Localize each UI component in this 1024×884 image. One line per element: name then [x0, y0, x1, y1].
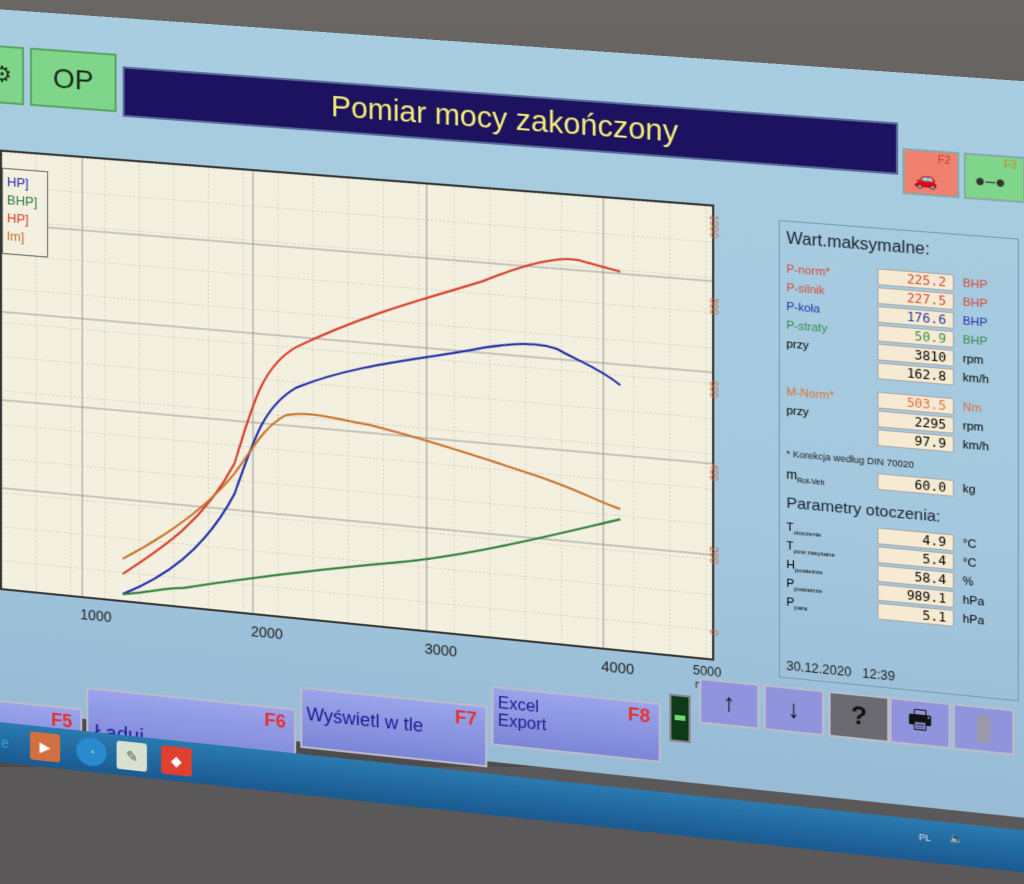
- x-tick: 1000: [80, 605, 112, 626]
- label: Ppara: [786, 596, 807, 613]
- unit: hPa: [962, 612, 985, 628]
- sym: T: [786, 521, 794, 535]
- value-rot-mass[interactable]: 60.0: [877, 473, 954, 497]
- f3-key-label: F3: [1003, 159, 1017, 173]
- unit: BHP: [962, 296, 988, 311]
- f7-key-label: F7: [454, 706, 477, 730]
- y-tick: 800: [706, 297, 719, 316]
- monitor-screen: ⚙ OP Pomiar mocy zakończony F2 🚗 F3 ●‒●: [0, 8, 1024, 884]
- unit: hPa: [962, 594, 985, 609]
- car-dyno-icon: 🚗: [913, 167, 938, 191]
- unit: rpm: [962, 352, 984, 368]
- f8-label: Excel Export: [498, 695, 547, 735]
- status-led: [669, 693, 691, 744]
- sub: para: [794, 605, 808, 613]
- print-button[interactable]: 🖶: [889, 696, 951, 750]
- results-panel: Wart.maksymalne: P-norm* 225.2 BHP P-sil…: [778, 219, 1019, 702]
- y-tick: 200: [706, 546, 719, 565]
- engine-button[interactable]: ⚙: [0, 44, 24, 106]
- unit: %: [962, 575, 974, 589]
- label: Hpowietrze: [786, 559, 822, 577]
- legend-item-torque: lm]: [6, 228, 25, 245]
- measurement-datetime: 30.12.2020 12:39: [786, 658, 895, 684]
- label: Totoczenie: [786, 521, 821, 539]
- unit: BHP: [962, 315, 988, 330]
- language-indicator[interactable]: PL: [918, 831, 931, 844]
- label: P-norm*: [786, 263, 830, 280]
- label: przy: [786, 338, 809, 353]
- unit: °C: [962, 556, 977, 571]
- page-title-bar: Pomiar mocy zakończony: [122, 66, 899, 175]
- f2-dyno-button[interactable]: F2 🚗: [902, 147, 960, 199]
- y-tick: 600: [706, 380, 719, 399]
- arrow-up-icon: ↑: [722, 688, 736, 718]
- f8-key-label: F8: [627, 703, 651, 727]
- unit: km/h: [962, 371, 989, 387]
- chart-legend: HP] BHP] HP] lm]: [1, 167, 49, 258]
- label: mRot-Veh: [786, 467, 824, 487]
- label: M-Norm*: [786, 385, 834, 403]
- x-tick: 3000: [424, 640, 458, 660]
- dyno-app-taskbar-icon[interactable]: ✎: [116, 740, 147, 772]
- engine-icon: ⚙: [0, 60, 12, 88]
- op-button-label: OP: [52, 62, 94, 97]
- label: P-straty: [786, 319, 828, 336]
- edge-icon[interactable]: ◔: [76, 736, 107, 768]
- x-tick: 4000: [601, 657, 635, 678]
- op-button[interactable]: OP: [30, 47, 117, 113]
- exit-button[interactable]: [952, 703, 1015, 756]
- f2-key-label: F2: [937, 154, 951, 168]
- dyno-app-window: ⚙ OP Pomiar mocy zakończony F2 🚗 F3 ●‒●: [0, 8, 1024, 874]
- unit: BHP: [962, 333, 988, 349]
- unit: rpm: [962, 419, 984, 435]
- chart-plot-area: [2, 151, 712, 659]
- sub: otoczenie: [793, 530, 822, 540]
- power-curve-chart: HP] BHP] HP] lm]: [0, 149, 715, 661]
- label: P-silnik: [786, 281, 825, 298]
- f8-label-2: Export: [497, 712, 547, 735]
- sym: T: [786, 539, 794, 554]
- scroll-down-button[interactable]: ↓: [763, 684, 825, 737]
- f7-label: Wyświetl w tle: [306, 703, 424, 737]
- unit: kg: [962, 482, 976, 497]
- axle-icon: ●‒●: [974, 172, 1006, 193]
- page-title: Pomiar mocy zakończony: [331, 90, 679, 149]
- max-values-title: Wart.maksymalne:: [786, 229, 930, 259]
- unit: °C: [962, 537, 977, 552]
- y-tick: 1000: [706, 214, 719, 239]
- help-icon: ?: [850, 701, 867, 732]
- y-tick: 400: [706, 463, 719, 482]
- x-tick: 5000: [692, 662, 722, 681]
- torque-axis: 1000 800 600 400 200 0: [707, 214, 740, 653]
- door-icon: [976, 715, 991, 744]
- unit: BHP: [962, 277, 988, 292]
- arrow-down-icon: ↓: [787, 695, 801, 725]
- f7-background-button[interactable]: F7 Wyświetl w tle: [300, 686, 488, 768]
- f3-axle-button[interactable]: F3 ●‒●: [963, 152, 1024, 204]
- f8-excel-export-button[interactable]: F8 Excel Export: [491, 685, 661, 763]
- label: Ppowietrze: [786, 577, 822, 595]
- help-button[interactable]: ?: [828, 690, 890, 743]
- anydesk-icon[interactable]: ◆: [161, 745, 192, 777]
- label: przy: [786, 404, 809, 420]
- x-tick: 2000: [250, 622, 283, 643]
- mass-sub: Rot-Veh: [797, 477, 825, 488]
- mass-label: m: [786, 467, 798, 483]
- sym: H: [786, 558, 795, 572]
- status-led-light: [674, 714, 686, 722]
- media-player-icon[interactable]: ▶: [30, 731, 61, 763]
- unit: km/h: [962, 438, 989, 454]
- y-tick: 0: [706, 628, 719, 636]
- unit: Nm: [962, 401, 982, 416]
- printer-icon: 🖶: [907, 704, 933, 736]
- scroll-up-button[interactable]: ↑: [699, 677, 760, 730]
- volume-icon[interactable]: 🔈: [950, 832, 964, 846]
- f6-key-label: F6: [264, 709, 286, 733]
- ie-icon[interactable]: e: [1, 734, 9, 752]
- label: P-koła: [786, 300, 821, 316]
